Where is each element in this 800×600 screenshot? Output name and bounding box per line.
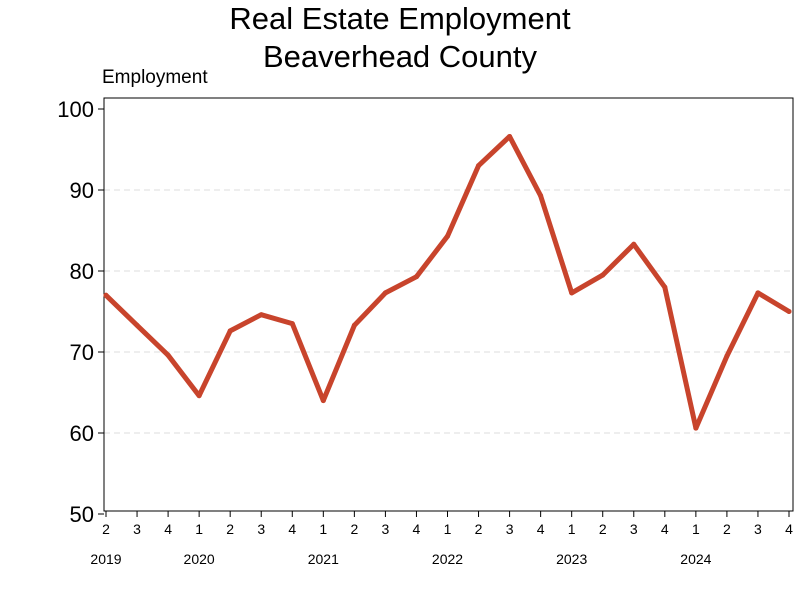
chart-subtitle: Beaverhead County [262, 39, 538, 74]
x-tick-label: 1 [568, 521, 576, 537]
x-year-label: 2019 [90, 551, 121, 567]
x-tick-label: 1 [319, 521, 327, 537]
data-point [413, 274, 419, 280]
data-point [538, 193, 544, 199]
x-tick-label: 4 [537, 521, 545, 537]
y-tick-label: 100 [57, 97, 94, 122]
x-tick-label: 2 [226, 521, 234, 537]
data-point [103, 292, 109, 298]
x-year-label: 2022 [432, 551, 463, 567]
series-group [103, 134, 792, 431]
x-tick-label: 2 [723, 521, 731, 537]
x-tick-label: 3 [257, 521, 265, 537]
x-tick-label: 3 [630, 521, 638, 537]
x-tick-label: 1 [195, 521, 203, 537]
data-point [569, 290, 575, 296]
x-tick-label: 2 [475, 521, 483, 537]
y-axis-label: Employment [102, 67, 208, 88]
x-year-label: 2024 [680, 551, 711, 567]
data-point [786, 309, 792, 314]
data-point [382, 290, 388, 296]
x-tick-label: 3 [133, 521, 141, 537]
y-tick-label: 50 [70, 502, 94, 527]
y-axis: 50 60 70 80 90 100 [57, 97, 104, 527]
x-tick-label: 4 [164, 521, 172, 537]
y-tick-label: 60 [70, 421, 94, 446]
data-point [693, 425, 699, 431]
x-tick-label: 4 [413, 521, 421, 537]
data-point [289, 321, 295, 327]
x-tick-label: 4 [288, 521, 296, 537]
x-year-label: 2020 [184, 551, 215, 567]
x-tick-label: 3 [506, 521, 514, 537]
data-point [724, 353, 730, 359]
data-point [165, 352, 171, 358]
y-tick-label: 80 [70, 259, 94, 284]
data-point [196, 393, 202, 399]
y-tick-label: 90 [70, 178, 94, 203]
data-point [134, 322, 140, 328]
data-point [631, 241, 637, 247]
x-axis: 2 3 4 1 2 3 4 1 2 3 4 1 2 3 4 1 2 3 4 1 2 3 4 2019 2020 2021 2022 2… [90, 511, 793, 567]
data-point [445, 233, 450, 239]
x-tick-label: 2 [102, 521, 110, 537]
x-year-label: 2021 [308, 551, 339, 567]
data-point [662, 284, 668, 290]
y-tick-label: 70 [70, 340, 94, 365]
x-tick-label: 3 [382, 521, 390, 537]
chart-title: Real Estate Employment [229, 1, 571, 36]
data-point [351, 322, 357, 328]
plot-frame [103, 97, 794, 512]
x-tick-label: 3 [754, 521, 762, 537]
data-point [755, 290, 761, 296]
data-point [600, 272, 606, 278]
x-tick-label: 4 [785, 521, 793, 537]
data-point [507, 134, 513, 140]
x-tick-label: 4 [661, 521, 669, 537]
x-tick-label: 1 [444, 521, 452, 537]
series-line [103, 134, 792, 431]
data-point [476, 163, 482, 169]
data-point [258, 312, 264, 318]
data-point [227, 328, 233, 334]
x-year-label: 2023 [556, 551, 587, 567]
x-tick-label: 2 [599, 521, 607, 537]
x-tick-label: 1 [692, 521, 700, 537]
data-point [320, 398, 326, 404]
x-tick-label: 2 [350, 521, 358, 537]
